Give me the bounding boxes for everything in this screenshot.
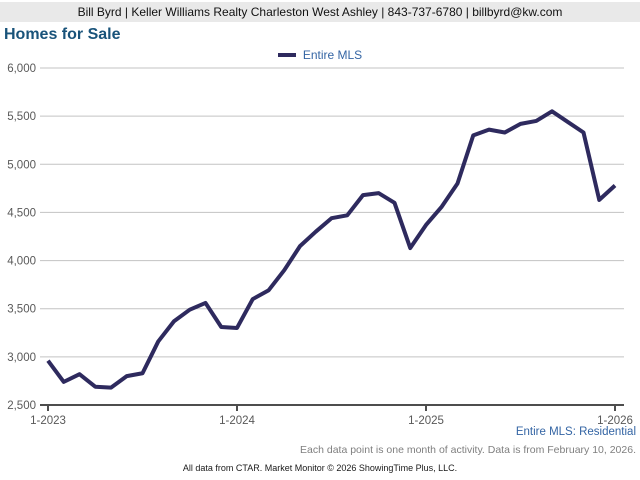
x-axis-label: 1-2023 (30, 415, 66, 426)
page-title: Homes for Sale (4, 26, 121, 43)
data-note: Each data point is one month of activity… (300, 444, 636, 456)
legend-label: Entire MLS (302, 48, 363, 62)
chart-svg: 2,500 3,000 3,500 4,000 4,500 5,000 5,500 6,000… (7, 63, 633, 427)
mls-data-line (46, 109, 617, 390)
y-axis-label: 5,500 (7, 111, 36, 123)
chart-area: 2,500 3,000 3,500 4,000 4,500 5,000 5,500 6,000… (0, 60, 640, 427)
y-axis-label: 3,500 (7, 304, 36, 316)
y-axis-label: 6,000 (7, 63, 36, 75)
y-axis-label: 5,000 (7, 159, 36, 171)
x-axis-label: 1-2024 (219, 415, 255, 426)
attribution-note: All data from CTAR. Market Monitor © 202… (182, 463, 458, 473)
legend-line-swatch (277, 53, 296, 57)
header-contact-bar: Bill Byrd | Keller Williams Realty Charl… (0, 2, 640, 22)
y-axis-label: 2,500 (7, 400, 36, 412)
y-axis-label: 4,500 (7, 207, 36, 219)
y-axis-label: 4,000 (7, 256, 36, 268)
x-axis-label: 1-2025 (408, 415, 444, 426)
y-axis-label: 3,000 (7, 352, 36, 364)
x-axis-label: 1-2026 (597, 415, 633, 426)
contact-line: Bill Byrd | Keller Williams Realty Charl… (77, 5, 563, 19)
chart-legend: Entire MLS (0, 48, 640, 62)
series-note: Entire MLS: Residential (515, 426, 636, 438)
